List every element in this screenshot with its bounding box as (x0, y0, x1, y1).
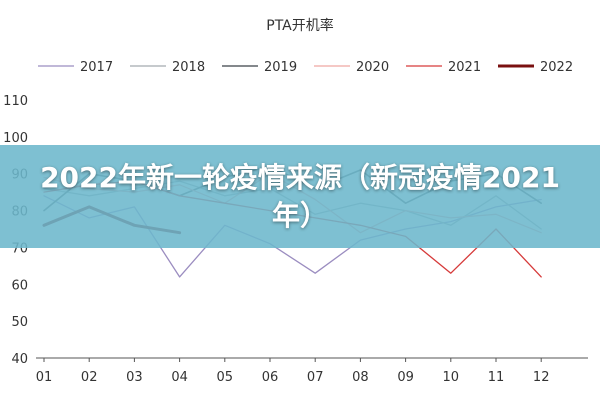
x-tick-label: 07 (307, 370, 324, 385)
legend-label-2022: 2022 (540, 60, 573, 75)
chart-title: PTA开机率 (266, 17, 333, 34)
x-tick-label: 10 (443, 370, 460, 385)
banner-title: 2022年新一轮疫情来源（新冠疫情2021年） (40, 160, 560, 232)
x-tick-label: 01 (36, 370, 53, 385)
x-tick-label: 08 (352, 370, 369, 385)
y-tick-label: 50 (11, 315, 28, 330)
chart-legend: 2017 2018 2019 2020 2021 2022 (38, 60, 573, 75)
x-tick-label: 12 (533, 370, 550, 385)
x-tick-label: 09 (397, 370, 414, 385)
x-tick-label: 02 (81, 370, 98, 385)
x-tick-label: 06 (262, 370, 279, 385)
y-tick-label: 60 (11, 278, 28, 293)
y-tick-label: 40 (11, 352, 28, 367)
y-tick-label: 100 (3, 131, 28, 146)
x-axis: 01 02 03 04 05 06 07 08 09 10 11 12 (36, 357, 588, 385)
legend-label-2021: 2021 (448, 60, 481, 75)
legend-label-2020: 2020 (356, 60, 389, 75)
y-tick-label: 110 (3, 94, 28, 109)
title-banner: 2022年新一轮疫情来源（新冠疫情2021年） (0, 145, 600, 248)
x-tick-label: 03 (126, 370, 143, 385)
legend-label-2018: 2018 (172, 60, 205, 75)
legend-label-2019: 2019 (264, 60, 297, 75)
x-tick-label: 05 (217, 370, 234, 385)
x-tick-label: 11 (488, 370, 505, 385)
x-tick-label: 04 (171, 370, 188, 385)
legend-label-2017: 2017 (80, 60, 113, 75)
